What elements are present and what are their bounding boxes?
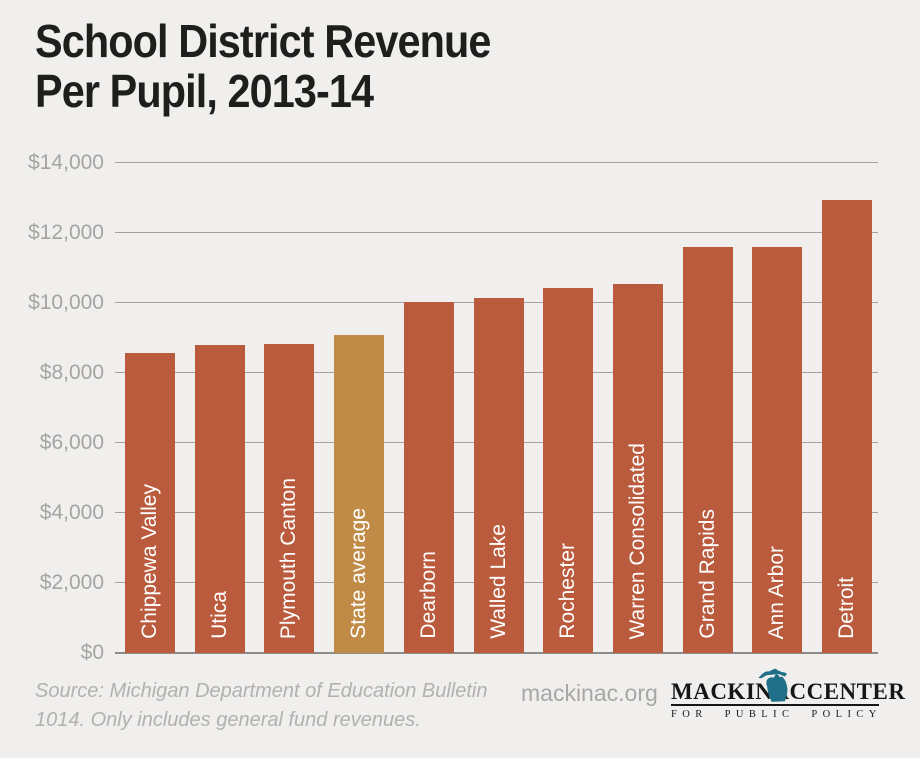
y-axis-label: $12,000: [28, 221, 104, 244]
gridline: [115, 162, 878, 163]
y-axis-label: $14,000: [28, 151, 104, 174]
logo-divider: [671, 704, 879, 706]
mackinac-center-logo: MACKINAC CENTER FOR PUBLIC POLICY: [671, 662, 905, 720]
bar: Utica: [194, 345, 245, 653]
bar-label: Chippewa Valley: [138, 484, 161, 639]
bar-label: Ann Arbor: [765, 545, 789, 639]
logo-tagline: FOR PUBLIC POLICY: [671, 709, 882, 720]
bar: Walled Lake: [473, 297, 524, 653]
gridline: [115, 232, 878, 233]
bar-label: Grand Rapids: [695, 509, 719, 639]
logo-wordmark: MACKINAC CENTER: [671, 662, 905, 704]
bar: Warren Consolidated: [612, 283, 663, 653]
source-note-line2: 1014. Only includes general fund revenue…: [35, 709, 421, 731]
bar-label: Walled Lake: [486, 524, 510, 639]
bar: Ann Arbor: [752, 247, 803, 653]
y-axis-label: $2,000: [39, 571, 104, 594]
y-axis-label: $4,000: [39, 501, 104, 524]
bar-label: Warren Consolidated: [625, 442, 649, 640]
bar-label: State average: [347, 508, 371, 639]
bar-label: Dearborn: [416, 551, 440, 639]
y-axis-label: $0: [80, 641, 104, 664]
chart-title-line1: School District Revenue: [35, 15, 491, 67]
y-axis-label: $8,000: [39, 361, 104, 384]
chart-title: School District Revenue Per Pupil, 2013-…: [35, 16, 491, 116]
bar-label: Rochester: [556, 543, 580, 639]
bar: State average: [334, 334, 385, 653]
source-note: Source: Michigan Department of Education…: [35, 677, 487, 735]
logo-word-center: CENTER: [806, 679, 906, 704]
bar: Dearborn: [403, 302, 454, 653]
michigan-icon: [758, 668, 788, 702]
bar: Rochester: [543, 287, 594, 653]
y-axis-label: $10,000: [28, 291, 104, 314]
bar: Grand Rapids: [682, 247, 733, 653]
y-axis-label: $6,000: [39, 431, 104, 454]
bar: Plymouth Canton: [264, 344, 315, 653]
x-axis-baseline: [115, 652, 878, 654]
bar-label: Utica: [207, 591, 231, 639]
bar-label: Plymouth Canton: [277, 477, 301, 639]
chart-title-line2: Per Pupil, 2013-14: [35, 65, 374, 117]
website-url: mackinac.org: [521, 680, 658, 706]
bar-label: Detroit: [835, 577, 858, 639]
bar: Detroit: [822, 199, 872, 653]
bar: Chippewa Valley: [125, 353, 175, 653]
source-note-line1: Source: Michigan Department of Education…: [35, 680, 488, 702]
